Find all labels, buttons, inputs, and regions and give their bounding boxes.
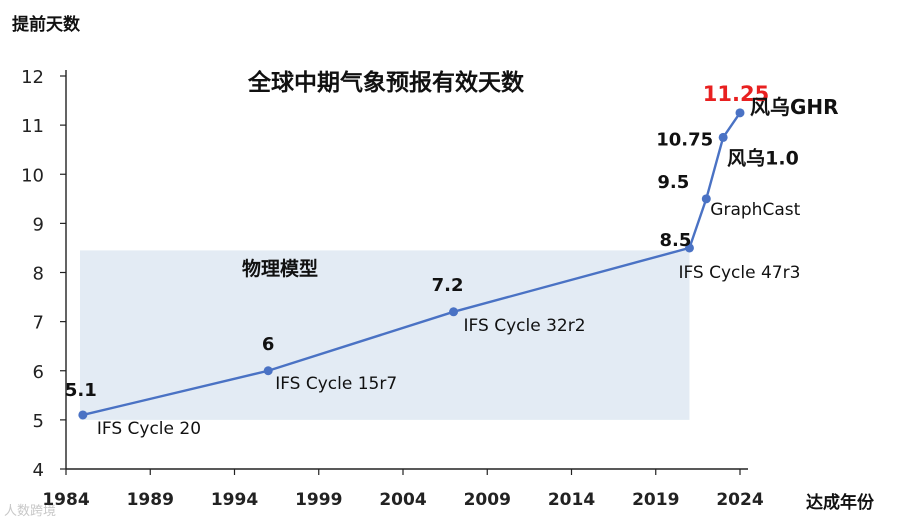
x-axis-title: 达成年份: [806, 493, 874, 513]
data-point: [684, 243, 694, 253]
data-point-name: GraphCast: [710, 200, 800, 220]
data-value-label: 8.5: [660, 230, 692, 251]
data-point-name: IFS Cycle 47r3: [678, 263, 800, 283]
watermark: 人数跨境: [4, 504, 57, 519]
y-tick-label: 8: [33, 264, 44, 285]
x-tick-label: 1999: [295, 490, 342, 510]
x-tick-label: 2024: [716, 490, 763, 510]
x-tick-label: 2004: [379, 490, 426, 510]
data-point-name: 风乌1.0: [727, 146, 799, 169]
data-value-label: 7.2: [432, 275, 464, 296]
data-point: [78, 410, 88, 420]
y-tick-label: 4: [33, 460, 44, 481]
data-point-name: IFS Cycle 15r7: [275, 374, 397, 394]
data-value-label: 10.75: [656, 129, 713, 150]
data-point: [263, 366, 273, 376]
x-tick-label: 2014: [548, 490, 595, 510]
y-tick-label: 9: [33, 214, 44, 235]
data-value-label: 11.25: [703, 82, 769, 106]
data-value-label: 6: [262, 334, 275, 355]
y-tick-label: 10: [21, 165, 44, 186]
chart-title: 全球中期气象预报有效天数: [248, 70, 524, 96]
data-point: [701, 194, 711, 204]
data-point-name: 风乌GHR: [750, 95, 839, 119]
x-tick-label: 2009: [464, 490, 511, 510]
data-value-label: 5.1: [65, 380, 97, 401]
data-point: [449, 307, 459, 317]
y-tick-label: 7: [33, 313, 44, 334]
x-tick-label: 1984: [42, 490, 89, 510]
y-axis-title: 提前天数: [12, 15, 80, 35]
y-tick-label: 11: [21, 116, 44, 137]
x-tick-label: 1989: [127, 490, 174, 510]
data-point-name: IFS Cycle 20: [97, 419, 201, 439]
x-tick-label: 1994: [211, 490, 258, 510]
y-tick-label: 12: [21, 67, 44, 88]
y-tick-label: 6: [33, 362, 44, 383]
y-tick-label: 5: [33, 411, 44, 432]
data-value-label: 9.5: [657, 172, 689, 193]
data-point-name: IFS Cycle 32r2: [464, 316, 586, 336]
data-point: [735, 108, 745, 118]
data-point: [718, 132, 728, 142]
region-label: 物理模型: [242, 257, 318, 280]
x-tick-label: 2019: [632, 490, 679, 510]
